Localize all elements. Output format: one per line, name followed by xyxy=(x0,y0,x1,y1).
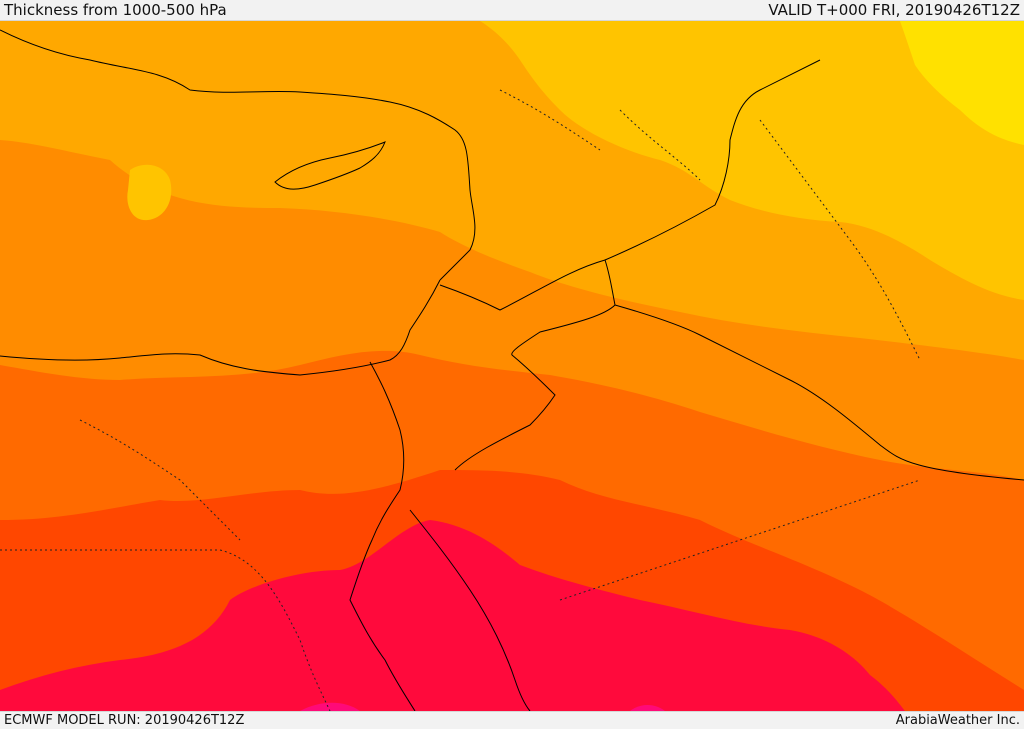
turkey-coast xyxy=(0,29,476,281)
model-run: ECMWF MODEL RUN: 20190426T12Z xyxy=(4,713,245,728)
admin-boundary xyxy=(0,549,331,711)
iraq-border xyxy=(614,304,1024,481)
header-bar: Thickness from 1000-500 hPa VALID T+000 … xyxy=(0,0,1024,21)
admin-boundaries xyxy=(0,89,921,711)
red-sea-east-coast xyxy=(409,509,531,711)
band-1-layer xyxy=(900,21,1024,145)
footer-bar: ECMWF MODEL RUN: 20190426T12Z ArabiaWeat… xyxy=(0,711,1024,729)
admin-boundary xyxy=(559,479,921,601)
borders-layer xyxy=(0,29,1024,711)
admin-boundary xyxy=(759,119,921,361)
admin-boundary xyxy=(499,89,601,151)
band-2-layer xyxy=(480,21,1024,300)
syria-border xyxy=(604,59,821,261)
band-8-patch-2 xyxy=(630,705,665,711)
band-7-layer xyxy=(0,520,905,711)
thickness-map[interactable] xyxy=(0,21,1024,711)
valid-time: VALID T+000 FRI, 20190426T12Z xyxy=(768,1,1020,19)
jordan-border xyxy=(439,259,616,471)
sinai-coast xyxy=(349,361,416,711)
map-title: Thickness from 1000-500 hPa xyxy=(4,1,227,19)
levant-coast xyxy=(0,279,441,376)
cyprus-outline xyxy=(274,141,386,190)
admin-boundary xyxy=(79,419,241,541)
band-2-patch xyxy=(127,164,172,221)
map-canvas xyxy=(0,21,1024,711)
credit: ArabiaWeather Inc. xyxy=(895,713,1020,728)
band-8-patch-1 xyxy=(300,702,360,711)
